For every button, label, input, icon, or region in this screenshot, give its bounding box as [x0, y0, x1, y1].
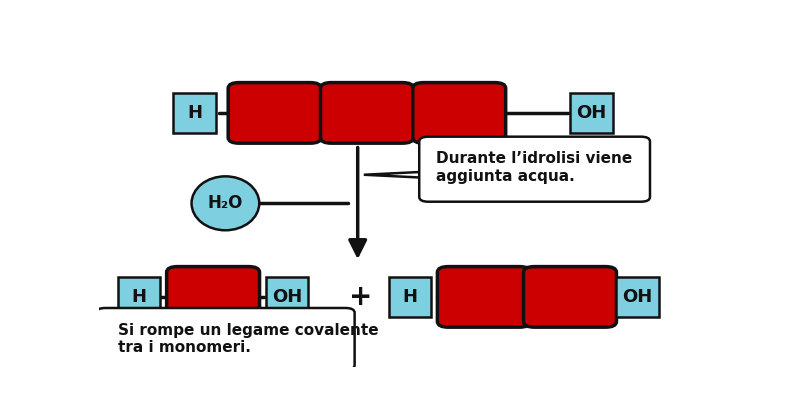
- FancyBboxPatch shape: [413, 82, 506, 143]
- Text: OH: OH: [576, 104, 607, 122]
- Text: OH: OH: [272, 288, 302, 306]
- Polygon shape: [268, 311, 290, 313]
- FancyBboxPatch shape: [96, 308, 355, 370]
- Text: +: +: [349, 283, 372, 311]
- FancyBboxPatch shape: [389, 277, 431, 316]
- FancyBboxPatch shape: [228, 82, 321, 143]
- Text: H: H: [403, 288, 418, 306]
- FancyBboxPatch shape: [570, 93, 613, 133]
- FancyBboxPatch shape: [523, 267, 616, 327]
- FancyBboxPatch shape: [266, 277, 308, 316]
- Text: H₂O: H₂O: [208, 194, 243, 212]
- Text: Si rompe un legame covalente
tra i monomeri.: Si rompe un legame covalente tra i monom…: [118, 323, 378, 355]
- FancyBboxPatch shape: [173, 93, 216, 133]
- FancyBboxPatch shape: [167, 267, 260, 327]
- FancyBboxPatch shape: [321, 82, 414, 143]
- FancyBboxPatch shape: [118, 277, 160, 316]
- FancyBboxPatch shape: [419, 137, 650, 202]
- FancyBboxPatch shape: [437, 267, 530, 327]
- Text: OH: OH: [622, 288, 653, 306]
- FancyBboxPatch shape: [616, 277, 659, 316]
- Polygon shape: [364, 171, 429, 178]
- Text: Durante l’idrolisi viene
aggiunta acqua.: Durante l’idrolisi viene aggiunta acqua.: [437, 152, 633, 184]
- Text: H: H: [132, 288, 147, 306]
- Text: H: H: [187, 104, 202, 122]
- Ellipse shape: [191, 176, 259, 230]
